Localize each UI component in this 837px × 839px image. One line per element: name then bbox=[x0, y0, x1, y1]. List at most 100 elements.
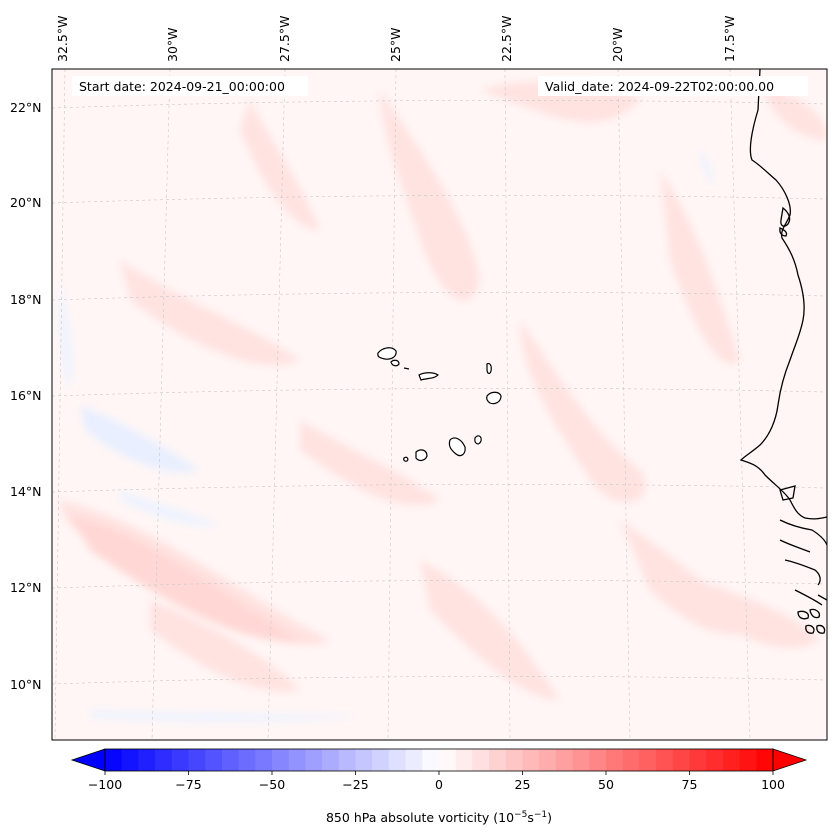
colorbar-cell bbox=[489, 749, 507, 771]
lat-label-18n: 18°N bbox=[10, 292, 42, 307]
coastline-bijagos-2 bbox=[809, 608, 821, 619]
valid-date-text: Valid_date: 2024-09-22T02:00:00.00 bbox=[545, 79, 774, 94]
colorbar-cell bbox=[639, 749, 657, 771]
colorbar-cell bbox=[221, 749, 240, 771]
colorbar-cell bbox=[622, 749, 640, 771]
positive-vorticity-band bbox=[150, 600, 300, 692]
positive-vorticity-band bbox=[660, 170, 740, 364]
colorbar-tick-label: 100 bbox=[761, 777, 785, 792]
lon-label-27-5w: 27.5°W bbox=[277, 16, 292, 62]
colorbar-label: 850 hPa absolute vorticity (10−5s−1) bbox=[326, 810, 552, 825]
lon-label-30w: 30°W bbox=[165, 27, 180, 62]
colorbar-tick-label: −50 bbox=[259, 777, 285, 792]
parallel-12n bbox=[52, 580, 827, 589]
lon-label-32-5w: 32.5°W bbox=[55, 16, 70, 62]
coastline-bijagos-4 bbox=[816, 624, 826, 634]
colorbar-low-extend-arrow bbox=[70, 748, 106, 772]
colorbar-cell bbox=[372, 749, 390, 771]
colorbar-cell bbox=[689, 749, 707, 771]
meridian-20w bbox=[617, 69, 631, 740]
positive-vorticity-band bbox=[70, 515, 300, 642]
colorbar-cell bbox=[756, 749, 774, 771]
island-santo-antao bbox=[377, 347, 397, 360]
lat-label-22n: 22°N bbox=[10, 100, 42, 115]
lon-label-17-5w: 17.5°W bbox=[722, 16, 737, 62]
positive-vorticity-band bbox=[120, 260, 300, 366]
parallel-16n bbox=[52, 388, 827, 397]
colorbar-cell bbox=[656, 749, 674, 771]
colorbar-tick-label: −75 bbox=[175, 777, 201, 792]
longitude-labels: 32.5°W 30°W 27.5°W 25°W 22.5°W 20°W 17.5… bbox=[55, 16, 737, 62]
meridian-22-5w bbox=[504, 69, 511, 740]
map-frame bbox=[51, 68, 828, 741]
colorbar-tick-label: 25 bbox=[515, 777, 531, 792]
island-fogo bbox=[415, 449, 428, 462]
colorbar-cell bbox=[472, 749, 490, 771]
colorbar-cell bbox=[455, 749, 473, 771]
parallel-20n bbox=[52, 195, 827, 204]
colorbar-cell bbox=[121, 749, 139, 771]
start-date-text: Start date: 2024-09-21_00:00:00 bbox=[79, 79, 285, 94]
positive-vorticity-band bbox=[520, 320, 646, 503]
colorbar-cell bbox=[305, 749, 323, 771]
negative-vorticity-patch bbox=[90, 710, 360, 722]
colorbar-cell bbox=[255, 749, 273, 771]
colorbar-cell bbox=[355, 749, 373, 771]
positive-vorticity-band bbox=[240, 100, 320, 230]
colorbar-cell bbox=[422, 749, 440, 771]
colorbar-cell bbox=[606, 749, 624, 771]
coastline-gambia bbox=[779, 485, 796, 501]
coastline-banc-arguin bbox=[779, 227, 788, 237]
lat-label-14n: 14°N bbox=[10, 484, 42, 499]
latitude-labels: 22°N 20°N 18°N 16°N 14°N 12°N 10°N bbox=[10, 100, 42, 692]
coastline-guinea bbox=[817, 594, 827, 601]
cape-verde-islands bbox=[377, 347, 502, 462]
colorbar: −100 −75 −50 −25 0 25 50 75 100 850 hPa absolute… bbox=[70, 748, 808, 825]
positive-vorticity-band bbox=[700, 580, 820, 649]
colorbar-label-mid: s bbox=[527, 810, 534, 825]
colorbar-cell bbox=[539, 749, 557, 771]
african-coastline bbox=[739, 69, 827, 634]
colorbar-cell bbox=[171, 749, 189, 771]
colorbar-cell bbox=[572, 749, 590, 771]
meridian-30w bbox=[151, 69, 171, 740]
colorbar-cell bbox=[188, 749, 206, 771]
colorbar-cell bbox=[138, 749, 156, 771]
colorbar-cell bbox=[288, 749, 306, 771]
negative-vorticity-patch bbox=[700, 150, 713, 185]
colorbar-cell bbox=[739, 749, 757, 771]
graticule bbox=[52, 69, 827, 740]
colorbar-cell bbox=[439, 749, 457, 771]
colorbar-cells bbox=[105, 749, 774, 771]
colorbar-cell bbox=[405, 749, 423, 771]
colorbar-label-exp2: −1 bbox=[534, 810, 547, 820]
coastline-cap-blanc bbox=[780, 206, 791, 227]
island-santa-luzia bbox=[403, 367, 410, 370]
colorbar-high-extend-arrow bbox=[772, 748, 808, 772]
negative-vorticity-patch bbox=[59, 280, 72, 390]
colorbar-cell bbox=[672, 749, 690, 771]
island-sao-vicente bbox=[390, 359, 400, 367]
colorbar-cell bbox=[322, 749, 340, 771]
island-brava bbox=[403, 456, 409, 462]
island-sal bbox=[486, 362, 492, 375]
meridian-32-5w bbox=[54, 69, 66, 740]
positive-vorticity-band bbox=[300, 420, 440, 506]
start-date-box bbox=[72, 76, 308, 96]
colorbar-tick-label: −100 bbox=[88, 777, 122, 792]
colorbar-cell bbox=[155, 749, 173, 771]
colorbar-cell bbox=[272, 749, 290, 771]
colorbar-cell bbox=[589, 749, 607, 771]
parallel-18n bbox=[52, 292, 827, 301]
colorbar-cell bbox=[388, 749, 407, 771]
lon-label-25w: 25°W bbox=[388, 27, 403, 62]
colorbar-ticks: −100 −75 −50 −25 0 25 50 75 100 bbox=[88, 771, 785, 792]
parallel-22n bbox=[52, 100, 827, 109]
colorbar-cell bbox=[338, 749, 356, 771]
colorbar-tick-label: −25 bbox=[342, 777, 368, 792]
lat-label-20n: 20°N bbox=[10, 195, 42, 210]
colorbar-cell bbox=[522, 749, 540, 771]
lat-label-16n: 16°N bbox=[10, 388, 42, 403]
negative-vorticity-patch bbox=[80, 405, 200, 473]
